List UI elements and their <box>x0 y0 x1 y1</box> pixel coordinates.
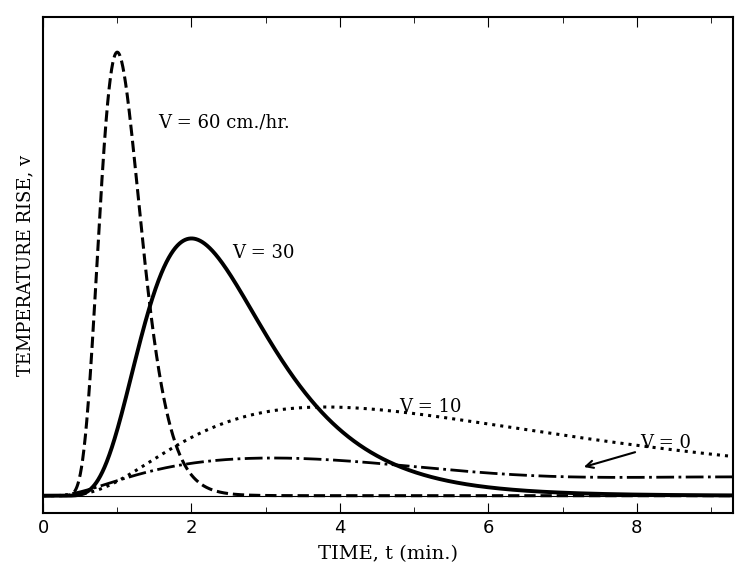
X-axis label: TIME, t (min.): TIME, t (min.) <box>318 545 458 563</box>
Y-axis label: TEMPERATURE RISE, v: TEMPERATURE RISE, v <box>16 154 34 376</box>
Text: V = 60 cm./hr.: V = 60 cm./hr. <box>158 114 290 132</box>
Text: V = 0: V = 0 <box>586 434 692 468</box>
Text: V = 30: V = 30 <box>232 244 295 262</box>
Text: V = 10: V = 10 <box>399 398 462 416</box>
